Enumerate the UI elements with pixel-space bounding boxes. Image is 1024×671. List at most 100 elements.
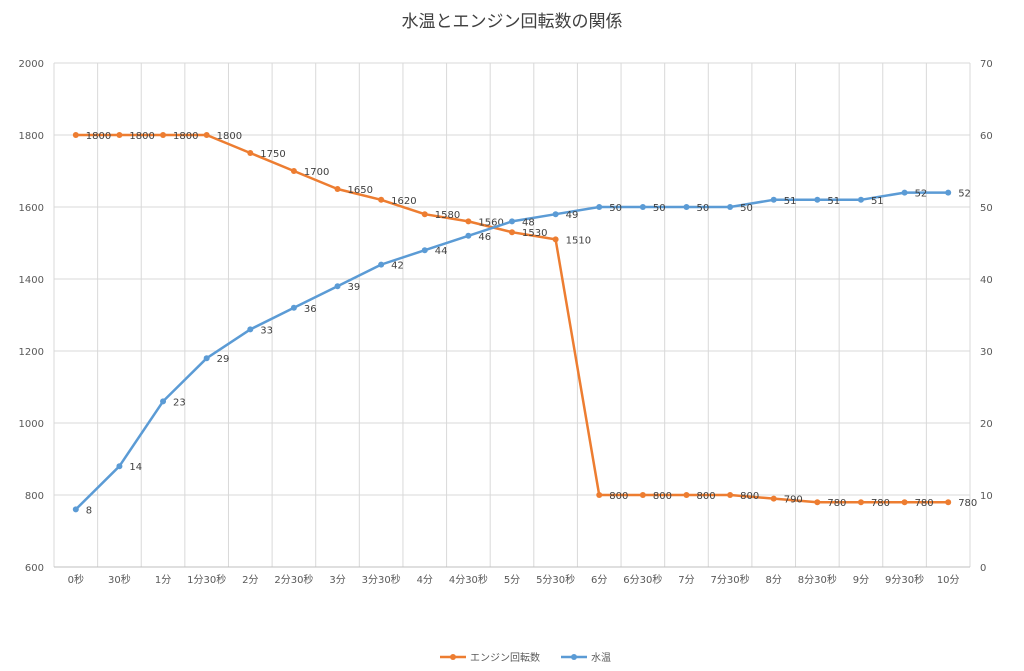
- data-point: [378, 261, 385, 268]
- x-tick-label: 1分30秒: [187, 573, 226, 586]
- gridlines: [53, 62, 971, 568]
- data-point: [72, 506, 79, 513]
- data-label: 1700: [304, 167, 329, 178]
- data-label: 50: [653, 203, 666, 214]
- data-label: 36: [304, 304, 317, 315]
- data-label: 780: [827, 498, 846, 509]
- data-label: 44: [435, 246, 448, 257]
- data-point: [552, 211, 559, 218]
- data-point: [727, 492, 734, 498]
- data-point: [596, 492, 603, 498]
- legend-swatch-marker: [450, 654, 456, 660]
- data-point: [727, 204, 734, 210]
- y-right-tick-label: 20: [980, 419, 993, 430]
- series-group: 1800 1800 1800 1800 1750 1700 1650 1620 1580 1560…: [72, 131, 977, 516]
- data-point: [814, 499, 821, 506]
- y-left-tick-label: 1000: [19, 419, 44, 430]
- data-label: 50: [609, 203, 622, 214]
- data-point: [596, 204, 603, 210]
- y-left-tick-label: 600: [25, 563, 44, 574]
- data-point: [945, 499, 952, 506]
- data-label: 1560: [478, 217, 503, 228]
- data-label: 39: [348, 282, 361, 293]
- data-label: 42: [391, 261, 404, 272]
- data-label: 1620: [391, 196, 416, 207]
- series-2: 8 14 23 29 33 36 39 42 44 46 48 49 50 50 50 50 51 51 51 52 5…: [72, 189, 971, 516]
- data-point: [770, 495, 777, 502]
- data-point: [901, 189, 908, 196]
- y-right-tick-label: 70: [980, 59, 993, 70]
- data-point: [247, 326, 254, 333]
- data-point: [160, 398, 167, 405]
- data-point: [378, 196, 385, 203]
- x-tick-label: 6分30秒: [623, 573, 662, 586]
- data-label: 50: [696, 203, 709, 214]
- data-label: 780: [958, 498, 977, 509]
- y-left-tick-label: 2000: [19, 59, 44, 70]
- y-right-tick-label: 60: [980, 131, 993, 142]
- data-point: [857, 196, 864, 203]
- data-label: 23: [173, 397, 186, 408]
- data-label: 29: [217, 354, 230, 365]
- data-label: 49: [566, 210, 579, 221]
- data-label: 1580: [435, 210, 460, 221]
- data-label: 14: [129, 462, 142, 473]
- data-point: [552, 236, 559, 243]
- data-label: 800: [609, 491, 628, 502]
- data-point: [72, 132, 79, 138]
- data-point: [683, 492, 690, 498]
- x-tick-label: 9分30秒: [885, 573, 924, 586]
- data-point: [465, 232, 472, 239]
- data-point: [509, 218, 515, 225]
- x-tick-label: 10分: [937, 574, 960, 586]
- data-point: [421, 211, 428, 218]
- data-label: 50: [740, 203, 753, 214]
- legend-label: エンジン回転数: [470, 651, 540, 664]
- data-label: 800: [740, 491, 759, 502]
- x-tick-label: 3分: [329, 574, 345, 586]
- data-label: 1800: [129, 131, 154, 142]
- data-point: [639, 204, 646, 210]
- x-tick-label: 8分: [766, 574, 782, 586]
- data-label: 1800: [217, 131, 242, 142]
- data-label: 51: [871, 196, 884, 207]
- x-tick-label: 5分: [504, 574, 520, 586]
- x-tick-label: 4分: [417, 574, 433, 586]
- y-right-tick-label: 10: [980, 491, 993, 502]
- y-axis-left-labels: 600 800 1000 1200 1400 1600 1800 2000: [19, 59, 44, 574]
- data-label: 1800: [86, 131, 111, 142]
- data-label: 780: [915, 498, 934, 509]
- y-right-tick-label: 0: [980, 563, 986, 574]
- data-point: [116, 463, 123, 470]
- data-label: 800: [653, 491, 672, 502]
- legend-item-2: 水温: [561, 652, 611, 664]
- data-label: 48: [522, 217, 535, 228]
- y-left-tick-label: 1400: [19, 275, 44, 286]
- x-tick-label: 6分: [591, 574, 607, 586]
- data-point: [421, 247, 428, 254]
- x-tick-label: 2分: [242, 574, 258, 586]
- legend-swatch-marker: [571, 654, 577, 660]
- legend-label: 水温: [591, 652, 611, 664]
- x-tick-label: 30秒: [108, 573, 131, 586]
- data-point: [334, 283, 341, 290]
- data-point: [465, 218, 472, 225]
- data-point: [203, 132, 210, 138]
- series-line: [75, 133, 949, 504]
- legend: エンジン回転数 水温: [440, 651, 611, 664]
- legend-item-1: エンジン回転数: [440, 651, 540, 664]
- data-point: [247, 150, 254, 156]
- data-label: 800: [696, 491, 715, 502]
- x-tick-label: 7分30秒: [711, 573, 750, 586]
- data-point: [770, 196, 777, 203]
- data-point: [290, 168, 297, 174]
- data-label: 1510: [566, 235, 591, 246]
- data-label: 51: [784, 196, 797, 207]
- data-point: [945, 189, 952, 196]
- data-label: 51: [827, 196, 840, 207]
- x-tick-label: 8分30秒: [798, 573, 837, 586]
- y-right-tick-label: 50: [980, 203, 993, 214]
- x-tick-label: 7分: [678, 574, 694, 586]
